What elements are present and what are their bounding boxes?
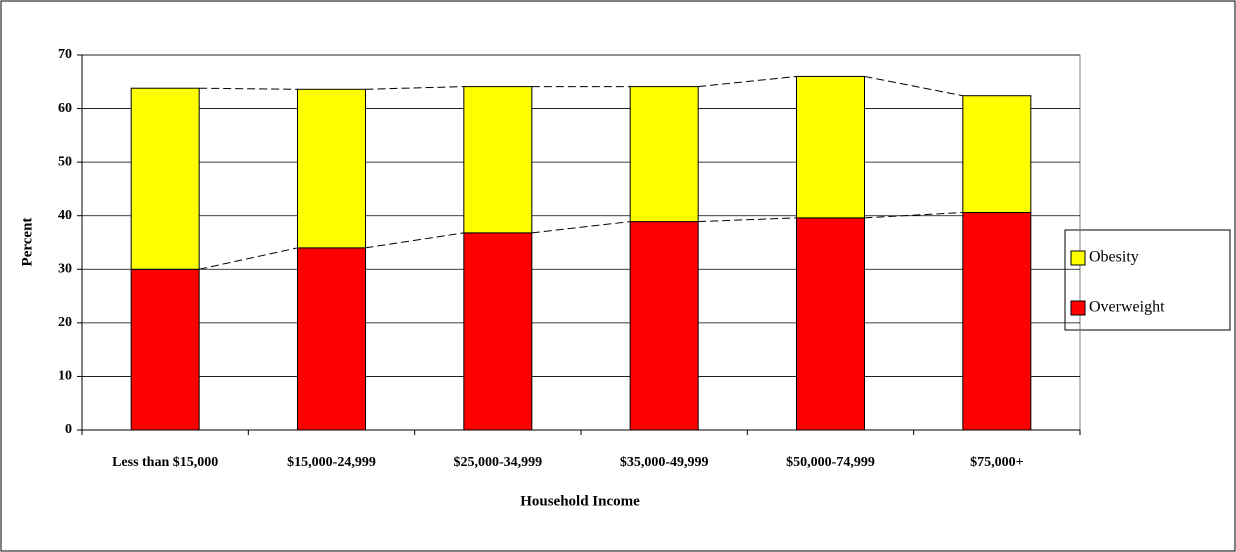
y-tick-label: 30: [58, 262, 72, 277]
bar-segment: [463, 86, 533, 234]
series-line: [698, 75, 797, 88]
x-tick-label: $75,000+: [970, 455, 1024, 470]
bar-segment: [796, 217, 865, 431]
y-tick-label: 10: [58, 369, 72, 384]
bar-segment: [463, 232, 533, 431]
y-tick-label: 0: [65, 422, 72, 437]
series-line: [199, 247, 298, 270]
series-line: [864, 212, 963, 219]
y-axis-title: Percent: [19, 218, 35, 267]
series-line: [864, 75, 963, 97]
y-tick-label: 60: [58, 101, 72, 116]
legend-swatch: [1070, 300, 1086, 316]
series-line: [365, 86, 464, 90]
legend-label: Overweight: [1089, 299, 1165, 316]
legend-label: Obesity: [1089, 249, 1139, 266]
legend: [1064, 229, 1231, 331]
x-tick-label: $15,000-24,999: [287, 455, 376, 470]
series-line: [698, 217, 797, 223]
series-line: [199, 87, 298, 90]
bar-segment: [962, 212, 1032, 431]
bar-segment: [629, 221, 699, 431]
series-line: [531, 221, 631, 234]
bar-segment: [297, 247, 366, 431]
x-tick-label: $25,000-34,999: [453, 455, 542, 470]
y-tick-label: 70: [58, 47, 72, 62]
bar-segment: [796, 75, 865, 219]
x-tick-label: Less than $15,000: [112, 455, 218, 470]
x-tick-label: $35,000-49,999: [620, 455, 709, 470]
y-tick-label: 20: [58, 315, 72, 330]
x-tick-label: $50,000-74,999: [786, 455, 875, 470]
legend-swatch: [1070, 250, 1086, 266]
bar-segment: [629, 86, 699, 223]
x-axis-title: Household Income: [520, 493, 640, 509]
y-tick-label: 50: [58, 154, 72, 169]
bar-segment: [130, 87, 200, 270]
bar-segment: [130, 268, 200, 431]
y-tick-label: 40: [58, 208, 72, 223]
bar-segment: [297, 88, 366, 249]
series-line: [365, 232, 464, 249]
bar-segment: [962, 95, 1032, 213]
